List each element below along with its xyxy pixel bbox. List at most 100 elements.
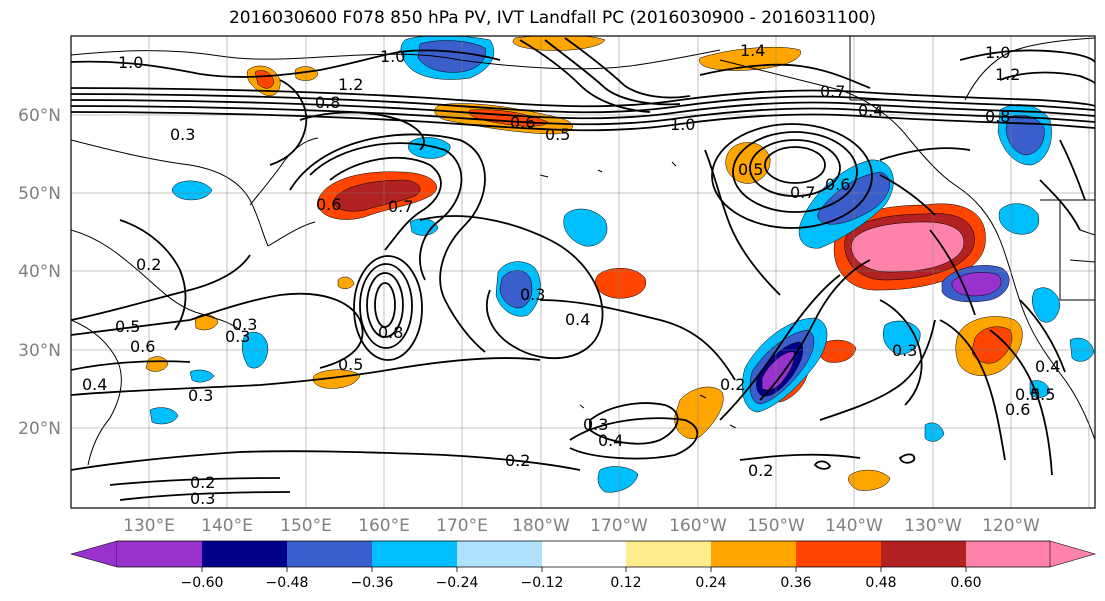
colorbar-tick-label: 0.12 xyxy=(610,575,641,591)
lat-label: 40°N xyxy=(18,262,61,282)
lon-label: 120°W xyxy=(982,516,1040,536)
contour-label: 0.2 xyxy=(748,461,773,480)
negative-anomaly-region xyxy=(409,218,439,236)
positive-anomaly-region xyxy=(848,469,891,491)
colorbar-tick-label: −0.36 xyxy=(351,575,394,591)
negative-anomaly-region xyxy=(597,466,639,493)
pv-contours xyxy=(71,37,1095,501)
colorbar-tick-label: 0.48 xyxy=(865,575,896,591)
colorbar-tick-label: 0.24 xyxy=(695,575,726,591)
positive-anomaly-region xyxy=(294,66,319,81)
contour-label: 1.0 xyxy=(380,47,405,66)
colorbar-segment xyxy=(626,541,711,567)
contour-label: 0.5 xyxy=(1015,385,1040,404)
contour-label: 0.3 xyxy=(190,489,215,508)
negative-anomaly-region xyxy=(951,272,1002,297)
contour-label: 0.3 xyxy=(225,327,250,346)
colorbar-segment xyxy=(117,541,202,567)
negative-anomaly-region xyxy=(1029,380,1051,398)
lat-label: 30°N xyxy=(18,341,61,361)
contour-label: 1.2 xyxy=(995,65,1020,84)
contour-label: 0.4 xyxy=(858,101,883,120)
lon-label: 130°W xyxy=(904,516,962,536)
contour-label: 0.3 xyxy=(232,315,257,334)
colorbar-tick-label: 0.60 xyxy=(950,575,981,591)
contour-label: 0.4 xyxy=(565,310,590,329)
lat-label: 20°N xyxy=(18,419,61,439)
lon-label: 150°E xyxy=(280,516,332,536)
colorbar-segment xyxy=(711,541,796,567)
contour-label: 0.4 xyxy=(598,431,623,450)
contour-label: 0.4 xyxy=(1035,357,1060,376)
positive-anomaly-region xyxy=(674,386,724,440)
contour-label: 0.6 xyxy=(825,175,850,194)
colorbar-segment xyxy=(372,541,457,567)
colorbar-extend-right xyxy=(1049,540,1097,568)
contour-label: 1.0 xyxy=(118,53,143,72)
colorbar-segment xyxy=(796,541,881,567)
contour-label: 0.3 xyxy=(892,341,917,360)
longitude-labels: 130°E 140°E 150°E 160°E 170°E 180°W 170°… xyxy=(123,516,1040,536)
lat-label: 60°N xyxy=(18,106,61,126)
positive-anomaly-region xyxy=(512,36,606,51)
positive-anomaly-region xyxy=(254,70,275,89)
plot-area: 1.0 1.0 1.4 1.0 1.2 0.8 0.6 0.5 0.7 0.4 … xyxy=(71,36,1095,508)
contour-label: 0.4 xyxy=(82,375,107,394)
positive-anomaly-region xyxy=(333,179,421,212)
positive-anomaly-region xyxy=(312,369,361,389)
negative-anomaly-region xyxy=(417,40,486,73)
contour-label: 0.5 xyxy=(738,160,763,179)
contour-label: 0.8 xyxy=(378,323,403,342)
negative-anomaly-region xyxy=(172,180,213,201)
contour-label: 0.6 xyxy=(1005,400,1030,419)
latitude-labels: 60°N 50°N 40°N 30°N 20°N xyxy=(18,106,61,439)
contour-label: 1.0 xyxy=(985,43,1010,62)
positive-anomaly-region xyxy=(337,276,355,289)
contour-label: 0.5 xyxy=(545,125,570,144)
colorbar-tick-label: 0.36 xyxy=(780,575,811,591)
contour-labels: 1.0 1.0 1.4 1.0 1.2 0.8 0.6 0.5 0.7 0.4 … xyxy=(82,41,1060,508)
contour-label: 0.2 xyxy=(136,255,161,274)
contour-label: 0.2 xyxy=(190,473,215,492)
colorbar-segment xyxy=(542,541,626,567)
contour-label: 1.0 xyxy=(670,115,695,134)
contour-label: 1.2 xyxy=(338,75,363,94)
lon-label: 140°W xyxy=(825,516,883,536)
contour-label: 0.2 xyxy=(720,375,745,394)
colorbar-tick-label: −0.60 xyxy=(181,575,224,591)
positive-anomaly-region xyxy=(594,268,647,299)
colorbar-segment xyxy=(457,541,542,567)
lat-label: 50°N xyxy=(18,184,61,204)
contour-label: 0.6 xyxy=(510,113,535,132)
negative-anomaly-region xyxy=(499,270,533,309)
colorbar: −0.60 −0.48 −0.36 −0.24 −0.12 0.12 0.24 … xyxy=(69,540,1097,591)
lon-label: 130°E xyxy=(123,516,175,536)
contour-label: 0.5 xyxy=(1030,385,1055,404)
contour-label: 0.6 xyxy=(316,195,341,214)
negative-anomaly-region xyxy=(149,407,179,425)
lon-label: 180°W xyxy=(512,516,570,536)
positive-anomaly-region xyxy=(851,221,965,273)
negative-anomaly-region xyxy=(408,137,451,159)
colorbar-segment xyxy=(287,541,372,567)
colorbar-tick-label: −0.12 xyxy=(521,575,564,591)
contour-label: 1.4 xyxy=(740,41,765,60)
contour-label: 0.3 xyxy=(170,125,195,144)
positive-anomaly-region xyxy=(145,356,169,372)
contour-label: 0.7 xyxy=(388,197,413,216)
colorbar-extend-left xyxy=(69,540,118,568)
colorbar-tick-label: −0.48 xyxy=(266,575,309,591)
negative-anomaly-region xyxy=(563,208,608,247)
coastlines xyxy=(71,36,1095,466)
map-title: 2016030600 F078 850 hPa PV, IVT Landfall… xyxy=(228,8,876,28)
plot-border xyxy=(70,35,1096,509)
colorbar-segment xyxy=(966,541,1050,567)
lon-label: 140°E xyxy=(201,516,253,536)
negative-anomaly-region xyxy=(924,422,945,442)
contour-label: 0.3 xyxy=(520,285,545,304)
colorbar-segment xyxy=(202,541,287,567)
contour-label: 0.8 xyxy=(315,93,340,112)
contour-label: 0.5 xyxy=(115,317,140,336)
contour-label: 0.6 xyxy=(130,337,155,356)
